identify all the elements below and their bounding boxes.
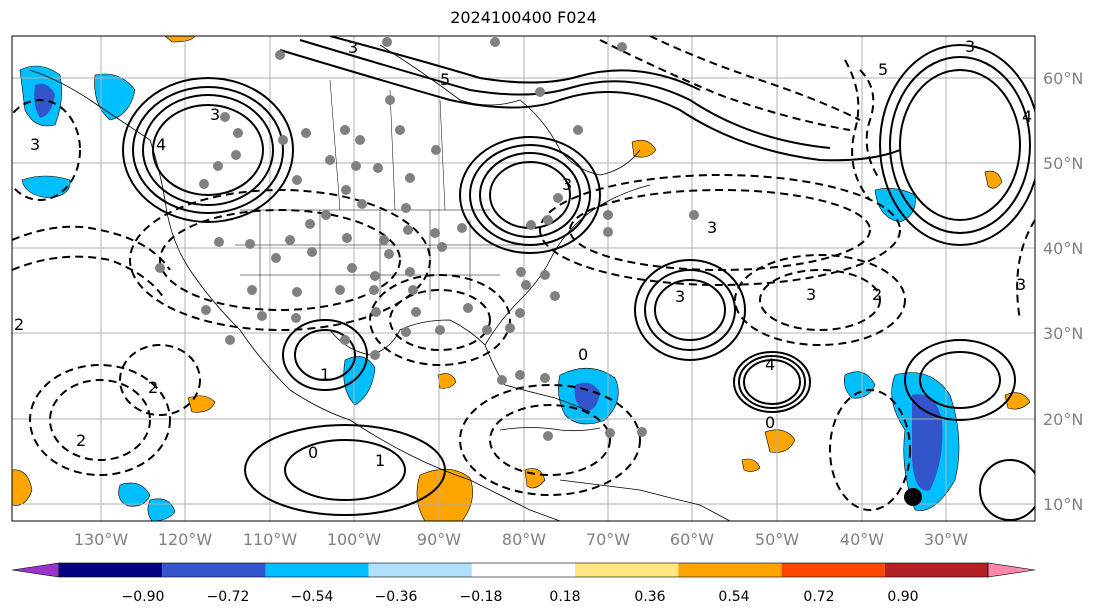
longitude-axis: 130°W 120°W 110°W 100°W 90°W 80°W 70°W 6…: [74, 530, 968, 549]
anomaly-blob-cyan: [343, 356, 376, 406]
position-marker: [904, 488, 922, 506]
positive-contours: [122, 36, 1035, 521]
colorbar-tick-label: −0.18: [460, 589, 503, 605]
colorbar-tick-label: −0.90: [122, 589, 165, 605]
colorbar-tick-label: −0.72: [207, 589, 250, 605]
colorbar-tick-label: −0.36: [375, 589, 418, 605]
colorbar-segments: [11, 562, 1036, 578]
contour-labels: 3 5 3 4 5 3 3 4 3 2 3 3 3 2 1 0 4 3 2 1 …: [14, 37, 1032, 470]
contour-label: 4: [1022, 107, 1032, 126]
colorbar-tick-label: 0.18: [549, 589, 580, 605]
colorbar-tick-label: −0.54: [291, 589, 334, 605]
contour-label: 3: [1016, 275, 1026, 294]
lat-label: 20°N: [1043, 410, 1083, 429]
anomaly-blob-orange: [437, 373, 457, 389]
contour-label: 3: [348, 38, 358, 57]
lon-label: 70°W: [586, 530, 630, 549]
contour-label: 5: [878, 60, 888, 79]
colorbar-segment: [781, 563, 885, 577]
latitude-axis: 60°N 50°N 40°N 30°N 20°N 10°N: [1043, 69, 1083, 514]
gridlines: [12, 36, 1035, 521]
lon-label: 110°W: [243, 530, 298, 549]
colorbar-tick-label: 0.90: [887, 589, 918, 605]
lon-label: 60°W: [670, 530, 714, 549]
anomaly-blob-orange: [741, 458, 761, 472]
contour-label: 0: [578, 345, 588, 364]
contour-label: 3: [562, 175, 572, 194]
anomaly-blob-orange: [187, 395, 216, 413]
colorbar: −0.90 −0.72 −0.54 −0.36 −0.18 0.18 0.36 …: [11, 562, 1036, 605]
contour-label: 3: [30, 135, 40, 154]
lon-label: 40°W: [840, 530, 884, 549]
anomaly-blob-orange: [524, 468, 546, 489]
contour-label: 0: [765, 413, 775, 432]
anomaly-blob-orange: [764, 429, 796, 453]
lat-label: 40°N: [1043, 239, 1083, 258]
coastlines: [29, 44, 731, 521]
contour-label: 0: [308, 443, 318, 462]
contour-label: 5: [440, 70, 450, 89]
colorbar-outline: [58, 562, 989, 578]
contour-label: 3: [675, 287, 685, 306]
station-dots: [155, 37, 699, 441]
contour-label: 3: [965, 37, 975, 56]
anomaly-blob-blue: [912, 394, 943, 491]
contour-label: 2: [14, 315, 24, 334]
contour-label: 3: [210, 105, 220, 124]
negative-contours: [12, 36, 1035, 511]
anomaly-blob-cyan: [118, 482, 151, 507]
anomaly-blob-orange: [164, 36, 196, 43]
lat-label: 60°N: [1043, 69, 1083, 88]
contour-label: 2: [148, 378, 158, 397]
contour-label: 1: [320, 365, 330, 384]
lon-label: 30°W: [924, 530, 968, 549]
contour-label: 4: [156, 135, 166, 154]
colorbar-segment: [471, 563, 576, 577]
anomaly-blob-orange: [12, 469, 33, 506]
colorbar-segment: [575, 563, 679, 577]
colorbar-extend-low: [11, 562, 60, 578]
lon-label: 130°W: [74, 530, 129, 549]
colorbar-segment: [368, 563, 472, 577]
contour-label: 3: [806, 285, 816, 304]
lat-label: 10°N: [1043, 495, 1083, 514]
lon-label: 50°W: [755, 530, 799, 549]
anomaly-blob-blue: [574, 382, 600, 412]
lat-label: 30°N: [1043, 324, 1083, 343]
contour-label: 1: [375, 451, 385, 470]
colorbar-extend-high: [987, 562, 1036, 578]
contour-label: 2: [872, 285, 882, 304]
lon-label: 100°W: [327, 530, 382, 549]
anomaly-blob-cyan: [147, 498, 176, 521]
colorbar-segment: [162, 563, 266, 577]
colorbar-segment: [265, 563, 369, 577]
contour-label: 4: [765, 355, 775, 374]
lon-label: 80°W: [502, 530, 546, 549]
anomaly-blob-orange: [984, 170, 1003, 189]
colorbar-segment: [678, 563, 782, 577]
map-area: 3 5 3 4 5 3 3 4 3 2 3 3 3 2 1 0 4 3 2 1 …: [12, 36, 1035, 521]
contour-label: 3: [707, 218, 717, 237]
map-frame: [11, 35, 1036, 522]
lon-label: 90°W: [417, 530, 461, 549]
anomaly-blob-cyan: [94, 73, 136, 121]
anomaly-blob-orange: [1004, 392, 1031, 410]
anomaly-blob-cyan: [844, 371, 876, 399]
colorbar-ticks: −0.90 −0.72 −0.54 −0.36 −0.18 0.18 0.36 …: [122, 589, 919, 605]
state-borders: [235, 79, 520, 320]
map-title: 2024100400 F024: [450, 8, 597, 27]
anomaly-blob-blue: [34, 83, 55, 118]
colorbar-tick-label: 0.36: [634, 589, 665, 605]
anomaly-blob-cyan: [21, 175, 71, 199]
lat-label: 50°N: [1043, 154, 1083, 173]
contour-label: 2: [76, 431, 86, 450]
lon-label: 120°W: [158, 530, 213, 549]
colorbar-segment: [884, 563, 988, 577]
colorbar-tick-label: 0.54: [718, 589, 749, 605]
anomaly-blob-orange: [631, 139, 657, 158]
colorbar-tick-label: 0.72: [803, 589, 834, 605]
colorbar-segment: [59, 563, 163, 577]
